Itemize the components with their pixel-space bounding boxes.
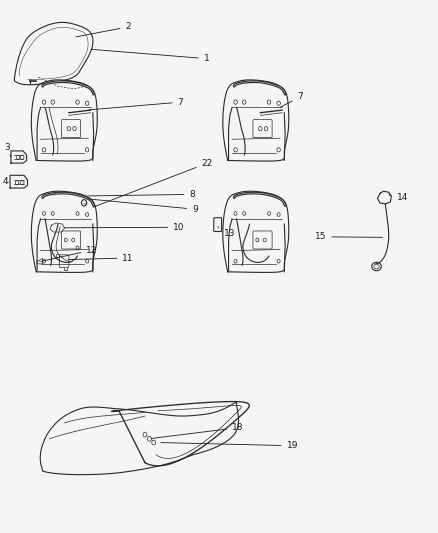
Text: 1: 1 — [91, 50, 209, 63]
Text: 8: 8 — [88, 190, 195, 199]
Text: 9: 9 — [88, 199, 198, 214]
Text: 19: 19 — [161, 441, 298, 450]
Text: 18: 18 — [151, 423, 244, 439]
Text: 15: 15 — [315, 232, 382, 241]
Text: 7: 7 — [89, 98, 184, 110]
Text: 7: 7 — [280, 92, 303, 107]
Text: 11: 11 — [69, 254, 134, 263]
Text: 12: 12 — [42, 246, 98, 261]
Text: 4: 4 — [3, 177, 8, 186]
Text: 2: 2 — [76, 22, 131, 37]
Text: 10: 10 — [64, 223, 185, 232]
Text: 3: 3 — [4, 143, 11, 157]
Text: 22: 22 — [93, 159, 213, 207]
Text: 14: 14 — [389, 193, 408, 202]
Text: 13: 13 — [218, 227, 236, 238]
